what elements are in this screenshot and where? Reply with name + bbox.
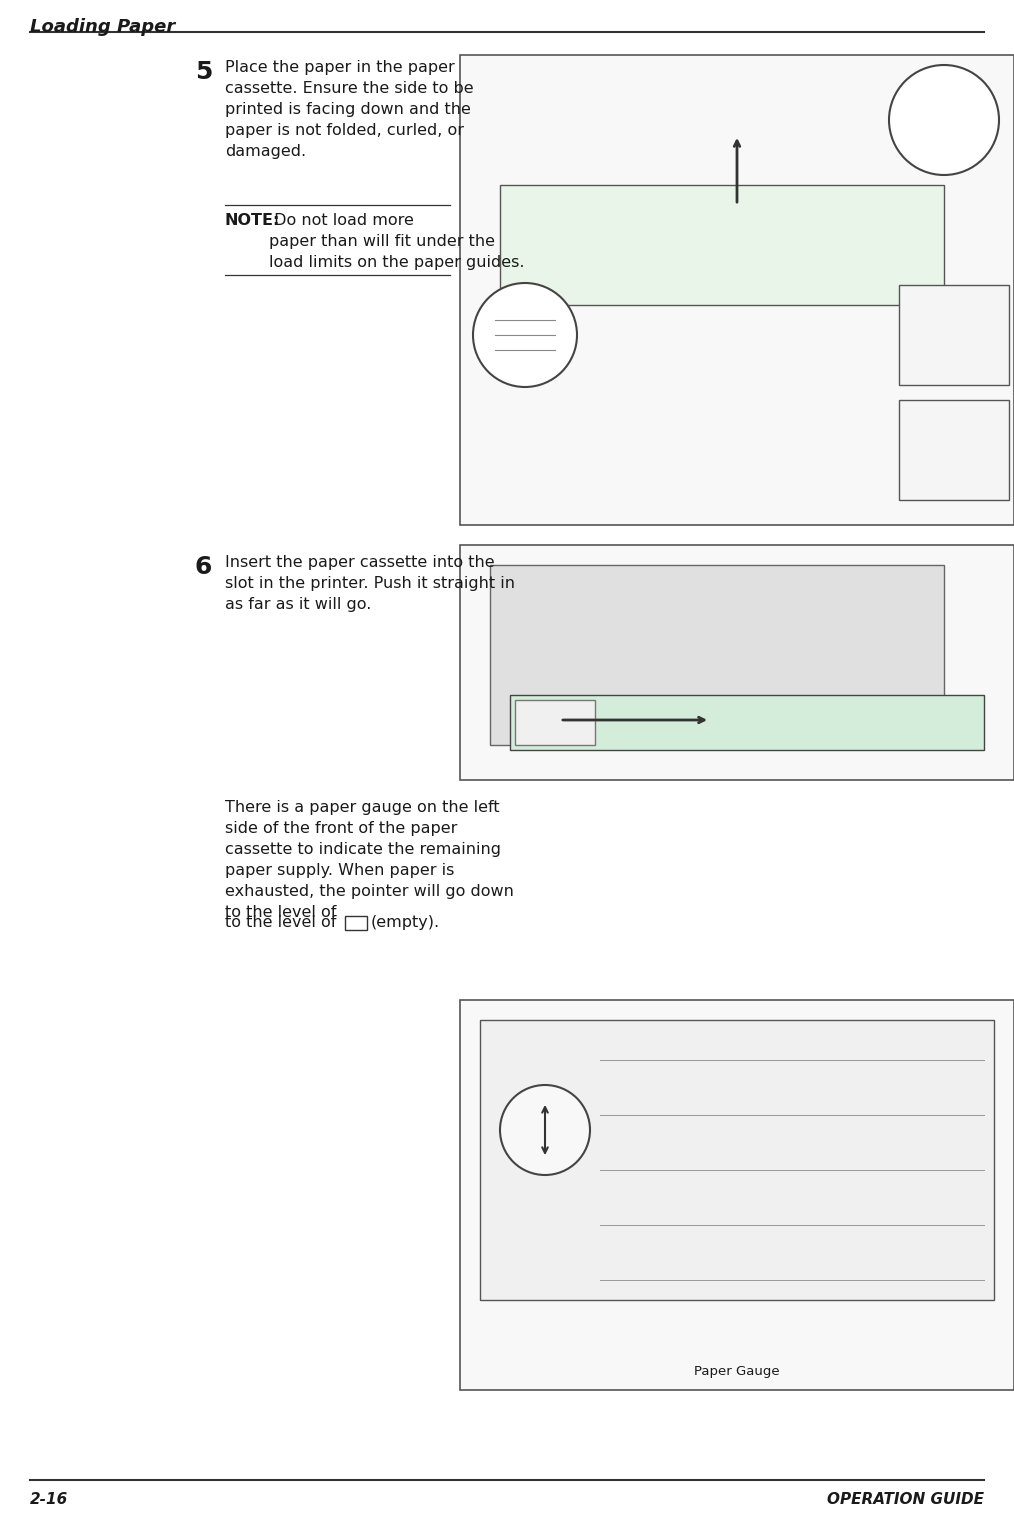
Text: Loading Paper: Loading Paper: [30, 18, 175, 36]
Bar: [480, 1020, 994, 1301]
Circle shape: [500, 1085, 590, 1175]
Text: 5: 5: [195, 61, 212, 83]
Bar: [500, 185, 944, 305]
Bar: [490, 565, 944, 744]
Bar: [899, 285, 1009, 385]
Bar: [460, 544, 1014, 781]
Text: Paper Gauge: Paper Gauge: [695, 1364, 780, 1378]
Text: 6: 6: [195, 555, 212, 579]
Text: to the level of: to the level of: [225, 916, 337, 929]
Text: (empty).: (empty).: [371, 916, 440, 929]
Bar: [460, 55, 1014, 525]
Text: Place the paper in the paper
cassette. Ensure the side to be
printed is facing d: Place the paper in the paper cassette. E…: [225, 61, 474, 159]
Bar: [345, 916, 367, 929]
Bar: [510, 694, 984, 750]
Text: OPERATION GUIDE: OPERATION GUIDE: [827, 1492, 984, 1507]
Text: Insert the paper cassette into the
slot in the printer. Push it straight in
as f: Insert the paper cassette into the slot …: [225, 555, 515, 612]
Bar: [460, 1001, 1014, 1390]
Text: 2-16: 2-16: [30, 1492, 68, 1507]
Text: There is a paper gauge on the left
side of the front of the paper
cassette to in: There is a paper gauge on the left side …: [225, 800, 514, 920]
Bar: [899, 400, 1009, 500]
Bar: [515, 700, 595, 744]
Circle shape: [889, 65, 999, 174]
Circle shape: [473, 283, 577, 387]
Text: Do not load more
paper than will fit under the
load limits on the paper guides.: Do not load more paper than will fit und…: [269, 214, 524, 270]
Text: NOTE:: NOTE:: [225, 214, 281, 227]
